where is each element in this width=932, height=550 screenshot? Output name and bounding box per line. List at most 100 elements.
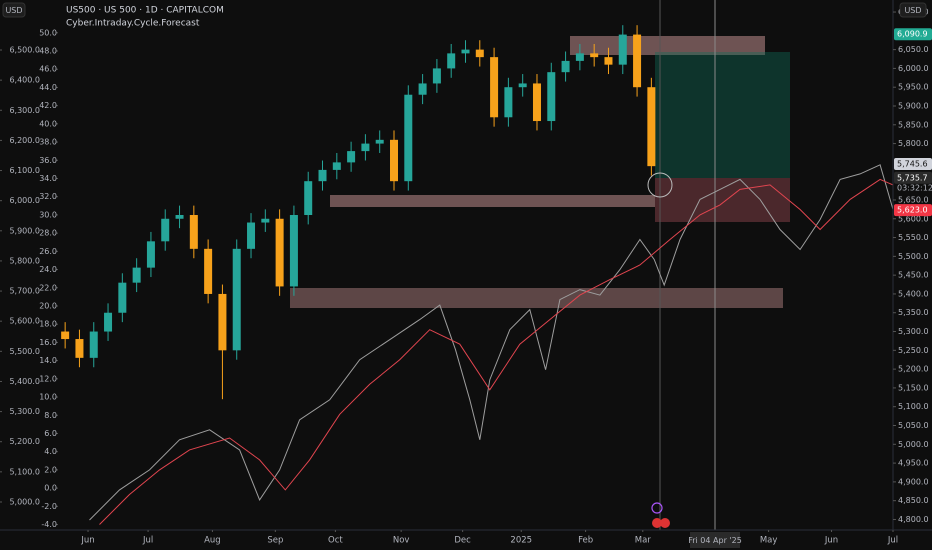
y-tick-label: 5,400.0 — [898, 289, 929, 298]
y-tick-label: 5,900.0 — [898, 102, 929, 111]
left-tick-label: 6,000.0 — [9, 196, 40, 205]
y-tick-label: 5,350.0 — [898, 308, 929, 317]
y-tick-label: 5,150.0 — [898, 383, 929, 392]
x-tick-label: Jul — [142, 536, 153, 546]
candle-body — [475, 49, 484, 58]
price-badge — [894, 158, 932, 171]
price-badge — [894, 28, 932, 41]
y2-tick-label: 24.0 — [39, 265, 57, 274]
left-tick-label: 5,300.0 — [9, 407, 40, 416]
y2-tick-label: 2.0 — [44, 465, 57, 474]
candle-body — [189, 215, 198, 249]
y-tick-label: 6,000.0 — [898, 64, 929, 73]
candle-body — [518, 83, 527, 88]
y-tick-label: 5,300.0 — [898, 327, 929, 336]
x-tick-label: Aug — [204, 536, 221, 546]
y2-tick-label: 50.0 — [39, 28, 57, 37]
indicator-name: Cyber.Intraday.Cycle.Forecast — [66, 19, 200, 29]
candle-body — [390, 139, 399, 182]
zone — [570, 36, 765, 55]
y2-tick-label: 20.0 — [39, 301, 57, 310]
candle-body — [647, 87, 656, 167]
candle-body — [575, 53, 584, 61]
y2-tick-label: 36.0 — [39, 156, 57, 165]
candle-body — [461, 49, 470, 54]
left-tick-label: 6,100.0 — [9, 166, 40, 175]
drawings — [290, 0, 790, 530]
left-tick-label: 5,100.0 — [9, 467, 40, 476]
y-tick-label: 5,600.0 — [898, 214, 929, 223]
candle-body — [175, 215, 184, 219]
candle-body — [347, 151, 356, 163]
y2-tick-label: 34.0 — [39, 174, 57, 183]
candle-body — [146, 241, 155, 268]
y2-tick-label: 30.0 — [39, 210, 57, 219]
crosshair-label: Fri 04 Apr '25 — [688, 536, 742, 545]
y2-tick-label: 14.0 — [39, 356, 57, 365]
candle-body — [275, 218, 284, 287]
currency-button[interactable] — [899, 2, 927, 18]
y2-tick-label: 22.0 — [39, 283, 57, 292]
price-badge — [894, 171, 932, 184]
currency-left[interactable]: USD — [5, 6, 22, 15]
y-tick-label: 5,450.0 — [898, 271, 929, 280]
x-tick-label: Jul — [887, 536, 898, 546]
currency-right[interactable]: USD — [904, 6, 921, 15]
candle-body — [104, 312, 113, 332]
y2-tick-label: 4.0 — [44, 447, 57, 456]
currency-button[interactable] — [2, 2, 26, 18]
y-tick-label: 5,000.0 — [898, 440, 929, 449]
zone — [330, 195, 655, 207]
candle-body — [61, 331, 70, 340]
y2-tick-label: 46.0 — [39, 65, 57, 74]
candle-body — [289, 215, 298, 287]
candle-body — [590, 53, 599, 58]
left-tick-label: 5,200.0 — [9, 437, 40, 446]
left-tick-label: 6,200.0 — [9, 136, 40, 145]
y2-tick-label: 40.0 — [39, 119, 57, 128]
x-tick-label: 2025 — [510, 536, 532, 546]
x-tick-label: Dec — [454, 536, 471, 546]
chart-title: US500 · US 500 · 1D · CAPITALCOM — [66, 6, 224, 16]
x-tick-label: Nov — [393, 536, 410, 546]
price-badge — [894, 204, 932, 217]
candle-body — [447, 53, 456, 69]
price-badge-label: 5,745.6 — [897, 160, 928, 169]
y2-tick-label: -2.0 — [41, 502, 57, 511]
indicator-line — [99, 178, 894, 525]
candle-body — [418, 83, 427, 95]
candle-body — [318, 169, 327, 182]
candle-body — [75, 339, 84, 358]
y2-tick-label: 42.0 — [39, 101, 57, 110]
candle-body — [532, 83, 541, 122]
candle-body — [432, 68, 441, 84]
x-tick-label: Mar — [635, 536, 652, 546]
y-tick-label: 4,800.0 — [898, 515, 929, 524]
y-tick-label: 5,800.0 — [898, 139, 929, 148]
y-tick-label: 5,850.0 — [898, 120, 929, 129]
left-tick-label: 6,300.0 — [9, 106, 40, 115]
y2-tick-label: 26.0 — [39, 247, 57, 256]
y2-tick-label: 8.0 — [44, 411, 57, 420]
event-icon — [652, 518, 662, 528]
y-tick-label: 5,550.0 — [898, 233, 929, 242]
y-tick-label: 4,950.0 — [898, 459, 929, 468]
candle-body — [89, 331, 98, 358]
price-scale — [893, 0, 932, 550]
y-tick-label: 5,100.0 — [898, 402, 929, 411]
x-tick-label: Sep — [267, 536, 283, 546]
plot — [61, 25, 894, 525]
left-tick-label: 5,900.0 — [9, 226, 40, 235]
candle-body — [404, 94, 413, 182]
candle-body — [218, 293, 227, 351]
y2-tick-label: 48.0 — [39, 46, 57, 55]
left-tick-label: 6,500.0 — [9, 46, 40, 55]
candle-body — [361, 143, 370, 152]
candle-body — [561, 60, 570, 73]
y-tick-label: 4,850.0 — [898, 496, 929, 505]
x-tick-label: Jun — [824, 536, 838, 546]
y-tick-label: 5,950.0 — [898, 83, 929, 92]
y2-tick-label: 6.0 — [44, 429, 57, 438]
